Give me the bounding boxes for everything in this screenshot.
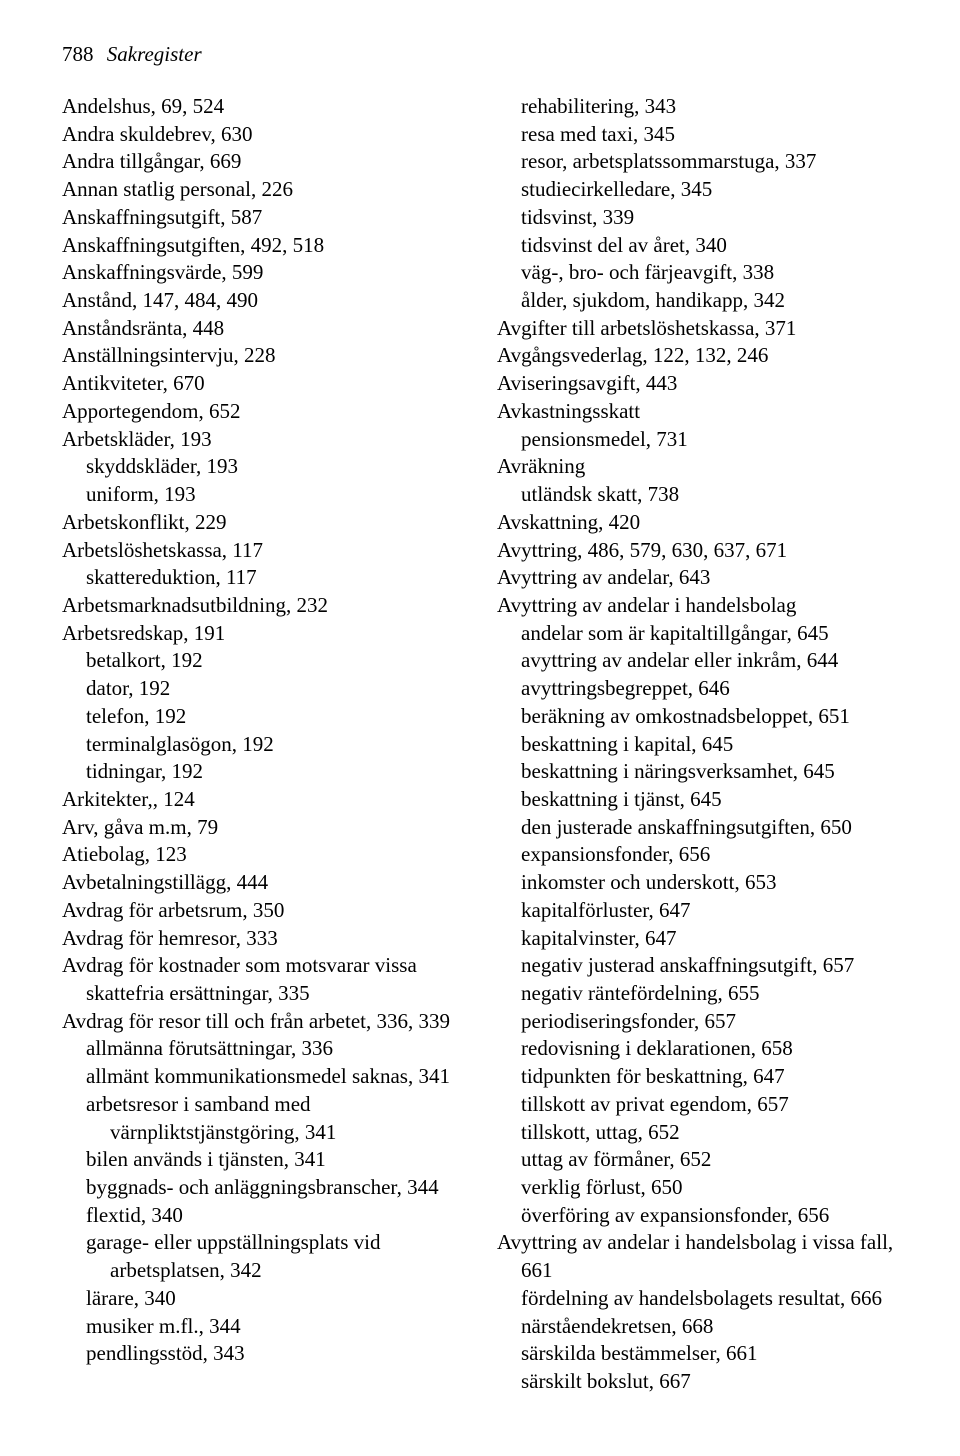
index-entry: Atiebolag, 123 — [62, 841, 463, 869]
index-subentry: redovisning i deklarationen, 658 — [497, 1035, 898, 1063]
index-subentry: lärare, 340 — [62, 1285, 463, 1313]
index-entry: Andra skuldebrev, 630 — [62, 121, 463, 149]
index-subentry: studiecirkelledare, 345 — [497, 176, 898, 204]
index-subentry: särskilda bestämmelser, 661 — [497, 1340, 898, 1368]
index-entry: Anståndsränta, 448 — [62, 315, 463, 343]
index-subentry: beskattning i kapital, 645 — [497, 731, 898, 759]
index-subentry: beskattning i tjänst, 645 — [497, 786, 898, 814]
index-entry: Andra tillgångar, 669 — [62, 148, 463, 176]
index-subentry: tidningar, 192 — [62, 758, 463, 786]
index-entry: Arbetsmarknadsutbildning, 232 — [62, 592, 463, 620]
index-subentry: resor, arbetsplatssommarstuga, 337 — [497, 148, 898, 176]
index-entry: Avyttring av andelar, 643 — [497, 564, 898, 592]
index-subentry: väg-, bro- och färjeavgift, 338 — [497, 259, 898, 287]
index-subentry: resa med taxi, 345 — [497, 121, 898, 149]
index-subentry: allmänt kommunikationsmedel saknas, 341 — [62, 1063, 463, 1091]
index-subentry: fördelning av handelsbolagets resultat, … — [497, 1285, 898, 1313]
index-entry: Arbetskonflikt, 229 — [62, 509, 463, 537]
index-subentry: den justerade anskaffningsutgiften, 650 — [497, 814, 898, 842]
index-subentry: bilen används i tjänsten, 341 — [62, 1146, 463, 1174]
index-subentry: byggnads- och anläggningsbranscher, 344 — [62, 1174, 463, 1202]
index-subentry: verklig förlust, 650 — [497, 1174, 898, 1202]
index-entry: Avdrag för kostnader som motsvarar vissa… — [62, 952, 463, 1007]
index-subentry: särskilt bokslut, 667 — [497, 1368, 898, 1396]
index-entry: Avdrag för hemresor, 333 — [62, 925, 463, 953]
index-entry: Arbetslöshetskassa, 117 — [62, 537, 463, 565]
index-subentry: rehabilitering, 343 — [497, 93, 898, 121]
index-entry: Avgångsvederlag, 122, 132, 246 — [497, 342, 898, 370]
index-entry: Annan statlig personal, 226 — [62, 176, 463, 204]
index-entry: Anskaffningsutgift, 587 — [62, 204, 463, 232]
left-column: Andelshus, 69, 524Andra skuldebrev, 630A… — [62, 93, 463, 1396]
index-subentry: flextid, 340 — [62, 1202, 463, 1230]
index-subentry: skyddskläder, 193 — [62, 453, 463, 481]
index-subentry: arbetsresor i samband med värnpliktstjän… — [62, 1091, 463, 1146]
index-subentry: skattereduktion, 117 — [62, 564, 463, 592]
index-subentry: tidpunkten för beskattning, 647 — [497, 1063, 898, 1091]
index-entry: Avskattning, 420 — [497, 509, 898, 537]
index-entry: Avyttring av andelar i handelsbolag i vi… — [497, 1229, 898, 1284]
index-entry: Arv, gåva m.m, 79 — [62, 814, 463, 842]
columns: Andelshus, 69, 524Andra skuldebrev, 630A… — [62, 93, 898, 1396]
index-subentry: närståendekretsen, 668 — [497, 1313, 898, 1341]
index-entry: Avdrag för arbetsrum, 350 — [62, 897, 463, 925]
index-entry: Arbetsredskap, 191 — [62, 620, 463, 648]
index-entry: Avdrag för resor till och från arbetet, … — [62, 1008, 463, 1036]
index-subentry: terminalglasögon, 192 — [62, 731, 463, 759]
index-entry: Anskaffningsvärde, 599 — [62, 259, 463, 287]
page: 788 Sakregister Andelshus, 69, 524Andra … — [0, 0, 960, 1456]
index-subentry: uttag av förmåner, 652 — [497, 1146, 898, 1174]
index-entry: Anskaffningsutgiften, 492, 518 — [62, 232, 463, 260]
index-entry: Arkitekter,, 124 — [62, 786, 463, 814]
index-subentry: avyttring av andelar eller inkråm, 644 — [497, 647, 898, 675]
index-subentry: beskattning i näringsverksamhet, 645 — [497, 758, 898, 786]
index-subentry: kapitalförluster, 647 — [497, 897, 898, 925]
index-subentry: telefon, 192 — [62, 703, 463, 731]
index-subentry: avyttringsbegreppet, 646 — [497, 675, 898, 703]
index-subentry: överföring av expansionsfonder, 656 — [497, 1202, 898, 1230]
index-entry: Avkastningsskatt — [497, 398, 898, 426]
index-subentry: beräkning av omkostnadsbeloppet, 651 — [497, 703, 898, 731]
index-entry: Avgifter till arbetslöshetskassa, 371 — [497, 315, 898, 343]
index-entry: Antikviteter, 670 — [62, 370, 463, 398]
index-entry: Arbetskläder, 193 — [62, 426, 463, 454]
index-subentry: negativ räntefördelning, 655 — [497, 980, 898, 1008]
index-subentry: garage- eller uppställningsplats vid arb… — [62, 1229, 463, 1284]
index-subentry: negativ justerad anskaffningsutgift, 657 — [497, 952, 898, 980]
index-entry: Anstånd, 147, 484, 490 — [62, 287, 463, 315]
index-entry: Avyttring, 486, 579, 630, 637, 671 — [497, 537, 898, 565]
index-entry: Avbetalningstillägg, 444 — [62, 869, 463, 897]
index-subentry: dator, 192 — [62, 675, 463, 703]
index-entry: Avräkning — [497, 453, 898, 481]
index-subentry: expansionsfonder, 656 — [497, 841, 898, 869]
index-subentry: inkomster och underskott, 653 — [497, 869, 898, 897]
index-subentry: ålder, sjukdom, handikapp, 342 — [497, 287, 898, 315]
index-subentry: betalkort, 192 — [62, 647, 463, 675]
index-entry: Apportegendom, 652 — [62, 398, 463, 426]
index-subentry: allmänna förutsättningar, 336 — [62, 1035, 463, 1063]
index-entry: Aviseringsavgift, 443 — [497, 370, 898, 398]
index-subentry: periodiseringsfonder, 657 — [497, 1008, 898, 1036]
right-column: rehabilitering, 343resa med taxi, 345res… — [497, 93, 898, 1396]
page-number: 788 — [62, 42, 94, 66]
index-subentry: uniform, 193 — [62, 481, 463, 509]
index-subentry: andelar som är kapitaltillgångar, 645 — [497, 620, 898, 648]
index-subentry: tillskott av privat egendom, 657 — [497, 1091, 898, 1119]
index-subentry: pensionsmedel, 731 — [497, 426, 898, 454]
index-subentry: pendlingsstöd, 343 — [62, 1340, 463, 1368]
page-header: 788 Sakregister — [62, 42, 898, 67]
index-subentry: tidsvinst, 339 — [497, 204, 898, 232]
index-entry: Avyttring av andelar i handelsbolag — [497, 592, 898, 620]
index-subentry: tillskott, uttag, 652 — [497, 1119, 898, 1147]
index-subentry: tidsvinst del av året, 340 — [497, 232, 898, 260]
index-subentry: utländsk skatt, 738 — [497, 481, 898, 509]
index-subentry: kapitalvinster, 647 — [497, 925, 898, 953]
page-title: Sakregister — [107, 42, 202, 66]
index-entry: Andelshus, 69, 524 — [62, 93, 463, 121]
index-entry: Anställningsintervju, 228 — [62, 342, 463, 370]
index-subentry: musiker m.fl., 344 — [62, 1313, 463, 1341]
